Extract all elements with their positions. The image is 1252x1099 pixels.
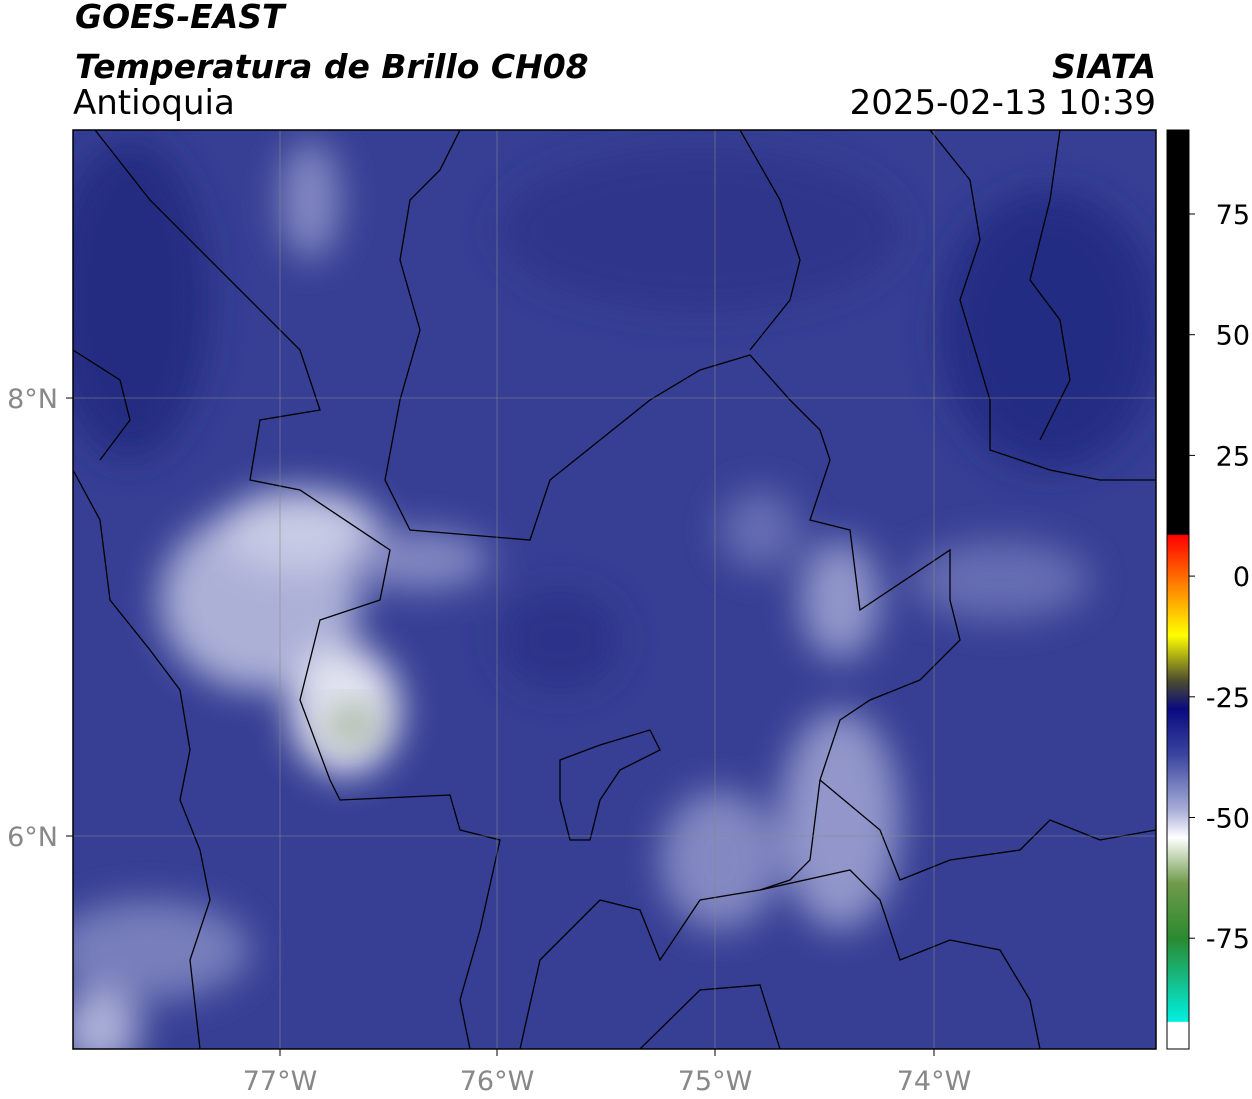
colorbar-label: 75 bbox=[1216, 200, 1250, 231]
source: SIATA bbox=[1052, 47, 1156, 86]
lon-label: 77°W bbox=[243, 1066, 318, 1097]
colorbar-label: 0 bbox=[1233, 562, 1250, 593]
timestamp: 2025-02-13 10:39 bbox=[850, 83, 1156, 123]
lon-label: 75°W bbox=[678, 1066, 753, 1097]
lon-label: 74°W bbox=[897, 1066, 972, 1097]
colorbar-label: 50 bbox=[1216, 321, 1250, 352]
colorbar-label: 25 bbox=[1216, 441, 1250, 472]
lat-label: 8°N bbox=[7, 384, 58, 415]
lat-label: 6°N bbox=[7, 822, 58, 853]
map bbox=[73, 130, 1156, 1049]
colorbar bbox=[1166, 129, 1190, 1050]
colorbar-label: -50 bbox=[1206, 804, 1250, 835]
colorbar-label: -25 bbox=[1206, 683, 1250, 714]
map-frame bbox=[72, 129, 1157, 1050]
colorbar-label: -75 bbox=[1206, 924, 1250, 955]
region: Antioquia bbox=[73, 83, 235, 123]
title: GOES-EAST bbox=[75, 0, 287, 36]
subtitle: Temperatura de Brillo CH08 bbox=[75, 47, 589, 86]
lon-label: 76°W bbox=[460, 1066, 535, 1097]
